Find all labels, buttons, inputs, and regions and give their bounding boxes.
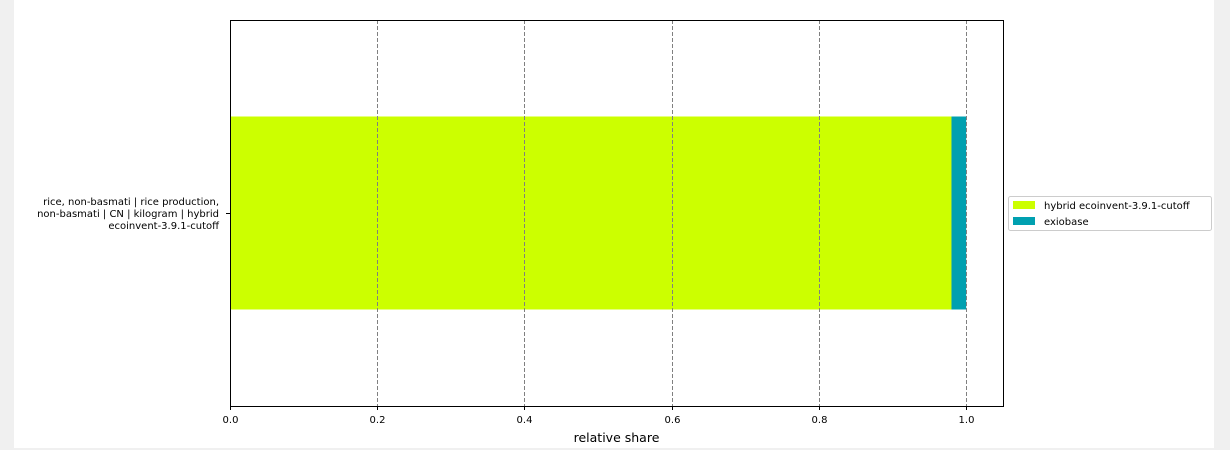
y-category-label-line: rice, non-basmati | rice production, <box>43 197 219 208</box>
y-category-label-line: ecoinvent-3.9.1-cutoff <box>108 221 220 232</box>
x-tick-label: 0.8 <box>812 415 828 426</box>
legend-swatch <box>1013 201 1035 209</box>
bar-segment-exiobase <box>951 116 967 310</box>
x-tick-label: 0.2 <box>370 415 386 426</box>
legend: hybrid ecoinvent-3.9.1-cutoff exiobase <box>1008 196 1212 231</box>
grid-lines <box>377 20 967 406</box>
legend-entry-label: exiobase <box>1044 217 1089 228</box>
x-tick-label: 0.0 <box>223 415 239 426</box>
x-axis-label: relative share <box>574 430 660 445</box>
legend-box <box>1008 196 1212 231</box>
y-category-label-line: non-basmati | CN | kilogram | hybrid <box>37 209 219 220</box>
legend-entry-label: hybrid ecoinvent-3.9.1-cutoff <box>1044 201 1191 212</box>
plot-area-frame <box>230 20 1004 407</box>
x-tick-label: 0.4 <box>517 415 533 426</box>
bars <box>230 116 967 310</box>
x-tick-label: 0.6 <box>665 415 681 426</box>
x-tick-label: 1.0 <box>959 415 975 426</box>
y-axis-category-labels: rice, non-basmati | rice production,non-… <box>37 197 230 232</box>
legend-swatch <box>1013 217 1035 225</box>
bar-segment-hybrid-ecoinvent-3-9-1-cutoff <box>230 116 952 310</box>
x-axis-ticks: 0.0 0.2 0.4 0.6 0.8 1.0 <box>223 406 975 426</box>
